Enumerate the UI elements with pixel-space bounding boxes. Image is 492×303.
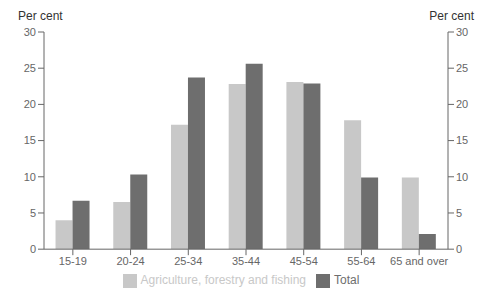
svg-text:35-44: 35-44 bbox=[232, 255, 260, 267]
svg-text:25: 25 bbox=[456, 62, 468, 74]
svg-text:30: 30 bbox=[24, 26, 36, 38]
svg-text:25: 25 bbox=[24, 62, 36, 74]
svg-text:55-64: 55-64 bbox=[347, 255, 375, 267]
svg-text:15: 15 bbox=[24, 134, 36, 146]
svg-text:0: 0 bbox=[456, 243, 462, 255]
svg-text:45-54: 45-54 bbox=[290, 255, 318, 267]
svg-text:65 and over: 65 and over bbox=[390, 255, 448, 267]
svg-text:15: 15 bbox=[456, 134, 468, 146]
svg-text:15-19: 15-19 bbox=[59, 255, 87, 267]
html-text:Per cent: Per cent bbox=[429, 9, 474, 23]
svg-text:20: 20 bbox=[24, 98, 36, 110]
svg-text:0: 0 bbox=[30, 243, 36, 255]
html-text:Per cent: Per cent bbox=[18, 9, 63, 23]
svg-text:20: 20 bbox=[456, 98, 468, 110]
svg-text:10: 10 bbox=[24, 171, 36, 183]
svg-text:25-34: 25-34 bbox=[174, 255, 202, 267]
svg-text:20-24: 20-24 bbox=[117, 255, 145, 267]
svg-text:10: 10 bbox=[456, 171, 468, 183]
svg-text:5: 5 bbox=[30, 207, 36, 219]
html-text:Total: Total bbox=[334, 273, 360, 288]
svg-text:5: 5 bbox=[456, 207, 462, 219]
html-text:Agriculture, forestry and fish: Agriculture, forestry and fishing bbox=[140, 273, 306, 288]
svg-text:30: 30 bbox=[456, 26, 468, 38]
